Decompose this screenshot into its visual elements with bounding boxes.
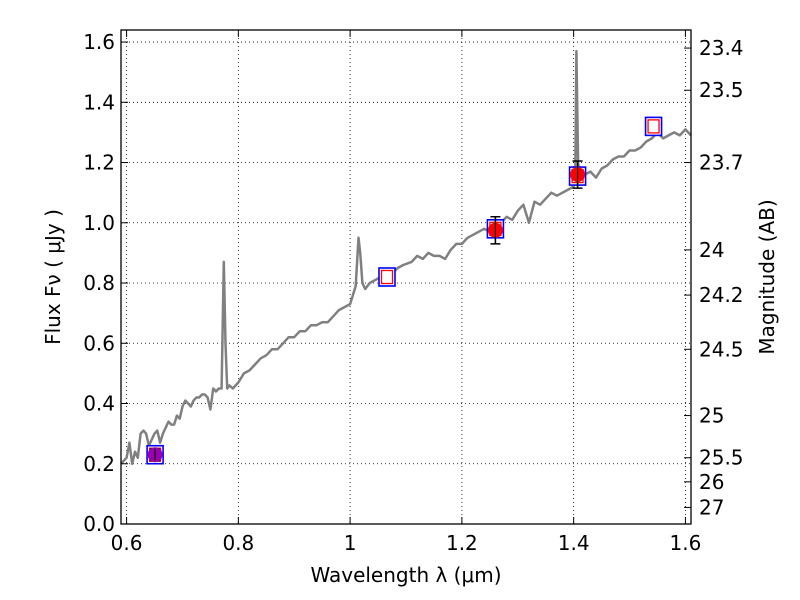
x-tick-label: 0.8 — [222, 531, 254, 555]
x-tick-label: 0.6 — [111, 531, 143, 555]
y-tick-label: 1.4 — [83, 90, 115, 114]
synthetic-photometry-square — [644, 116, 663, 137]
right-tick-label: 24.2 — [699, 283, 744, 307]
right-tick-label: 25 — [699, 404, 724, 428]
right-tick-label: 24 — [699, 238, 724, 262]
right-tick-label: 25.5 — [699, 446, 744, 470]
right-tick-label: 26 — [699, 470, 724, 494]
y-tick-label: 0.0 — [83, 512, 115, 536]
right-tick-label: 23.4 — [699, 36, 744, 60]
y-tick-label: 1.6 — [83, 30, 115, 54]
y-axis-title: Flux Fν ( μJy ) — [41, 209, 65, 345]
y-tick-label: 0.8 — [83, 271, 115, 295]
right-tick-label: 24.5 — [699, 337, 744, 361]
right-tick-label: 27 — [699, 495, 724, 519]
y-tick-label: 1.2 — [83, 151, 115, 175]
synthetic-photometry-inner-square — [647, 119, 660, 134]
y-tick-label: 0.2 — [83, 452, 115, 476]
x-tick-label: 1.2 — [446, 531, 478, 555]
y-tick-label: 0.4 — [83, 392, 115, 416]
photometry-layer — [146, 116, 663, 465]
axis-ticks: 0.6 0.8 1 1.2 1.4 1.6 0.0 0.2 0.4 0.6 0.8 1.0 1.2 1.4… — [83, 30, 744, 555]
y-tick-label: 0.6 — [83, 331, 115, 355]
x-tick-label: 1.6 — [670, 531, 702, 555]
plot-frame — [120, 29, 692, 525]
synthetic-photometry-inner-square — [380, 269, 394, 285]
right-axis-title: Magnitude (AB) — [755, 199, 779, 354]
spectrum-layer — [120, 49, 692, 466]
x-axis-title: Wavelength λ (μm) — [310, 563, 501, 587]
synthetic-photometry-square — [378, 267, 396, 287]
x-tick-label: 1 — [344, 531, 357, 555]
x-tick-label: 1.4 — [558, 531, 590, 555]
y-tick-label: 1.0 — [83, 211, 115, 235]
right-tick-label: 23.7 — [699, 151, 744, 175]
spectrum-line-0 — [120, 49, 692, 466]
right-tick-label: 23.5 — [699, 78, 744, 102]
grid-lines — [121, 30, 691, 525]
